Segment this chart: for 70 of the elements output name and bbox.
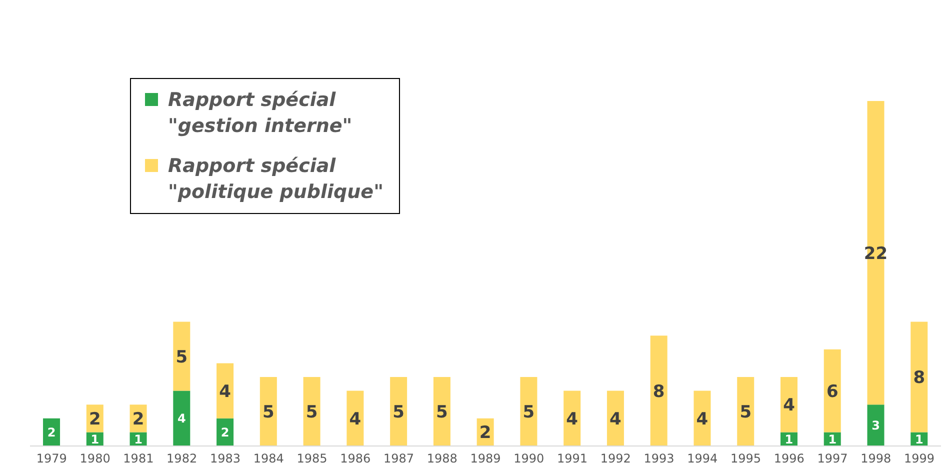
- x-tick-label: 1984: [253, 452, 284, 466]
- data-label: 4: [219, 382, 232, 402]
- data-label: 8: [913, 368, 926, 388]
- bar: [390, 377, 408, 446]
- bar: [346, 390, 364, 446]
- x-tick-label: 1985: [296, 452, 328, 466]
- x-tick-label: 1997: [817, 452, 848, 466]
- data-label: 3: [872, 418, 880, 433]
- bar: [867, 404, 884, 446]
- data-label: 1: [784, 432, 794, 446]
- bar: [433, 377, 450, 446]
- x-tick-label: 1983: [210, 452, 240, 466]
- x-tick-label: 1992: [600, 452, 631, 466]
- data-label: 2: [479, 423, 492, 444]
- x-tick-label: 1995: [730, 452, 762, 466]
- data-label: 5: [522, 402, 535, 423]
- x-tick-label: 1990: [514, 452, 544, 466]
- data-label: 1: [828, 432, 837, 446]
- x-tick-label: 1989: [470, 452, 501, 466]
- data-label: 8: [652, 382, 665, 402]
- bar: [260, 377, 277, 446]
- x-tick-label: 1993: [644, 452, 674, 466]
- x-tick-label: 1988: [426, 452, 458, 466]
- data-label: 5: [392, 402, 404, 423]
- x-tick-label: 1991: [556, 452, 588, 466]
- data-label: 2: [47, 425, 56, 440]
- legend-label: Rapport spécial "politique publique": [168, 154, 384, 205]
- data-label: 4: [783, 396, 796, 416]
- data-label: 1: [914, 432, 924, 446]
- data-label: 5: [436, 402, 448, 423]
- data-label: 4: [349, 409, 362, 430]
- data-label: 5: [306, 402, 318, 423]
- x-tick-label: 1998: [860, 452, 892, 466]
- bar: [824, 349, 841, 432]
- x-tick-label: 1987: [383, 452, 414, 466]
- bar: [173, 390, 190, 446]
- x-tick-label: 1981: [123, 452, 154, 466]
- bar: [650, 336, 668, 446]
- bar: [910, 322, 928, 432]
- x-tick-label: 1999: [904, 452, 935, 466]
- data-label: 6: [826, 382, 838, 402]
- bar: [737, 377, 754, 446]
- data-label: 2: [132, 409, 144, 430]
- data-label: 2: [88, 409, 101, 430]
- data-label: 2: [220, 425, 230, 440]
- legend-label: Rapport spécial "gestion interne": [168, 88, 354, 139]
- data-label: 4: [566, 409, 578, 430]
- data-label: 5: [740, 402, 752, 423]
- data-label: 4: [177, 412, 186, 426]
- x-tick-label: 1994: [687, 452, 718, 466]
- x-tick-label: 1996: [774, 452, 804, 466]
- bar: [520, 377, 538, 446]
- data-label: 5: [176, 347, 188, 368]
- bar: [606, 390, 624, 446]
- data-label: 4: [610, 409, 622, 430]
- x-tick-label: 1986: [340, 452, 371, 466]
- bar: [216, 363, 234, 418]
- bar: [173, 322, 190, 391]
- bar: [694, 390, 711, 446]
- bar: [564, 390, 581, 446]
- bar: [780, 377, 798, 432]
- bar: [867, 101, 884, 405]
- x-tick-label: 1980: [80, 452, 110, 466]
- data-label: 4: [696, 409, 708, 430]
- x-tick-label: 1982: [166, 452, 198, 466]
- data-label: 5: [262, 402, 274, 423]
- data-label: 1: [90, 432, 100, 446]
- x-tick-label: 1979: [36, 452, 67, 466]
- data-label: 1: [134, 432, 142, 446]
- bar: [303, 377, 320, 446]
